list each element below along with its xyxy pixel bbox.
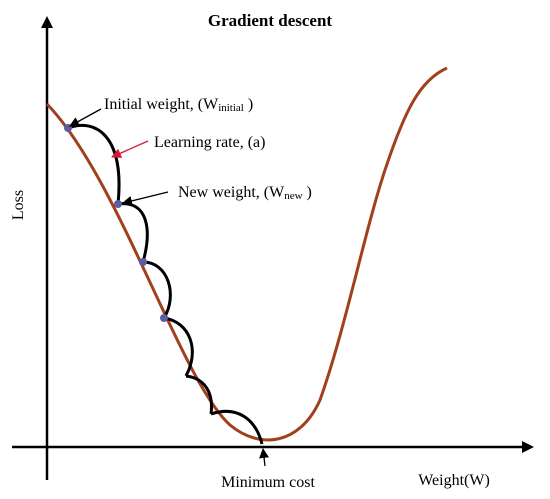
loss-curve (45, 66, 448, 442)
x-axis-label: Weight(W) (418, 472, 490, 489)
weight-point-new (114, 200, 122, 208)
step-arc-5 (185, 374, 214, 415)
learning-rate-label: Learning rate, (a) (154, 134, 265, 151)
initial-weight-pointer (69, 108, 102, 127)
learning-rate-pointer (111, 140, 149, 158)
new-weight-label: New weight, (Wnew ) (178, 184, 312, 202)
weight-point (139, 258, 147, 266)
step-arc-4 (163, 316, 194, 377)
new-weight-pointer (122, 191, 169, 206)
minimum-cost-label: Minimum cost (221, 474, 315, 491)
step-arc-2 (117, 202, 149, 263)
diagram-title: Gradient descent (208, 11, 333, 30)
initial-weight-label: Initial weight, (Winitial ) (104, 96, 253, 114)
step-arc-1 (67, 123, 121, 205)
weight-point (160, 314, 168, 322)
minimum-cost-pointer (259, 448, 270, 467)
y-axis-label: Loss (10, 190, 27, 220)
step-arc-6 (210, 409, 264, 445)
step-arc-3 (142, 260, 172, 319)
